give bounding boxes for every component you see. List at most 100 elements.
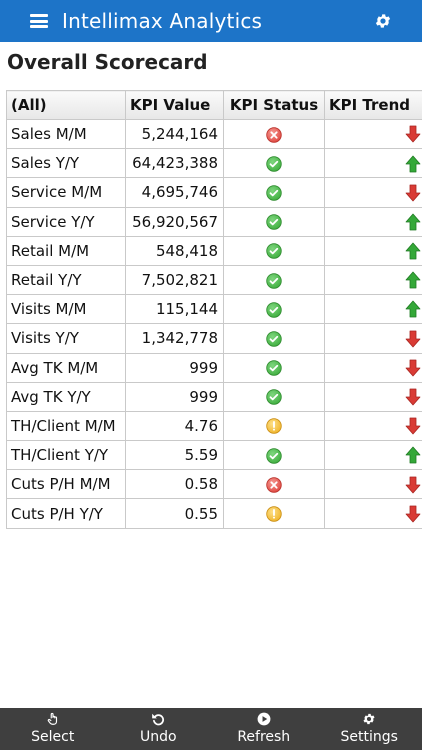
kpi-value[interactable]: 999 xyxy=(125,381,224,412)
kpi-status[interactable] xyxy=(223,148,325,179)
column-header-kpi-trend[interactable]: KPI Trend xyxy=(324,90,422,120)
kpi-trend[interactable] xyxy=(324,381,422,412)
table-row[interactable]: Visits Y/Y 1,342,778 xyxy=(6,323,422,354)
kpi-name[interactable]: Avg TK Y/Y xyxy=(6,381,126,412)
kpi-status[interactable] xyxy=(223,118,325,150)
kpi-value[interactable]: 1,342,778 xyxy=(125,323,224,354)
undo-label: Undo xyxy=(139,729,177,745)
kpi-value[interactable]: 115,144 xyxy=(125,294,224,325)
table-header-row: (All) KPI Value KPI Status KPI Trend xyxy=(6,90,422,120)
kpi-trend[interactable] xyxy=(324,235,422,266)
kpi-status[interactable] xyxy=(223,235,325,266)
kpi-status[interactable] xyxy=(223,177,325,208)
kpi-trend[interactable] xyxy=(324,206,422,237)
kpi-trend[interactable] xyxy=(324,118,422,150)
check-circle-icon xyxy=(266,359,282,377)
table-row[interactable]: Retail Y/Y 7,502,821 xyxy=(6,264,422,296)
table-row[interactable]: Cuts P/H M/M 0.58 xyxy=(6,469,422,500)
table-row[interactable]: Service M/M 4,695,746 xyxy=(6,177,422,208)
settings-button[interactable]: Settings xyxy=(317,708,422,750)
kpi-value[interactable]: 999 xyxy=(125,352,224,383)
kpi-status[interactable] xyxy=(223,206,325,237)
kpi-name[interactable]: Visits M/M xyxy=(6,294,126,325)
kpi-name[interactable]: Cuts P/H Y/Y xyxy=(6,498,126,529)
column-header-kpi-value[interactable]: KPI Value xyxy=(125,90,224,120)
kpi-name[interactable]: TH/Client Y/Y xyxy=(6,440,126,471)
kpi-status[interactable] xyxy=(223,381,325,412)
table-row[interactable]: Avg TK Y/Y 999 xyxy=(6,381,422,412)
kpi-value[interactable]: 548,418 xyxy=(125,235,224,266)
arrow-up-icon xyxy=(405,242,421,260)
kpi-value[interactable]: 0.58 xyxy=(125,469,224,500)
table-row[interactable]: Cuts P/H Y/Y 0.55 xyxy=(6,498,422,529)
arrow-down-icon xyxy=(405,329,421,348)
kpi-trend[interactable] xyxy=(324,352,422,383)
kpi-name[interactable]: Sales Y/Y xyxy=(6,148,126,179)
page-title: Overall Scorecard xyxy=(7,50,208,74)
select-button[interactable]: Select xyxy=(0,708,106,750)
kpi-status[interactable] xyxy=(223,323,325,354)
kpi-name[interactable]: Retail M/M xyxy=(6,235,126,266)
kpi-status[interactable] xyxy=(223,440,325,471)
play-circle-icon xyxy=(257,712,271,726)
check-circle-icon xyxy=(266,154,282,172)
undo-icon xyxy=(152,713,165,726)
kpi-status[interactable] xyxy=(223,410,325,442)
kpi-name[interactable]: Service Y/Y xyxy=(6,206,126,237)
kpi-trend[interactable] xyxy=(324,498,422,529)
kpi-trend[interactable] xyxy=(324,469,422,500)
kpi-value[interactable]: 64,423,388 xyxy=(125,148,224,179)
kpi-value[interactable]: 7,502,821 xyxy=(125,264,224,296)
kpi-status[interactable] xyxy=(223,294,325,325)
refresh-button[interactable]: Refresh xyxy=(211,708,317,750)
kpi-name[interactable]: TH/Client M/M xyxy=(6,410,126,442)
kpi-status[interactable] xyxy=(223,264,325,296)
menu-icon[interactable] xyxy=(30,14,48,28)
table-row[interactable]: Service Y/Y 56,920,567 xyxy=(6,206,422,237)
check-circle-icon xyxy=(266,329,282,347)
kpi-name[interactable]: Retail Y/Y xyxy=(6,264,126,296)
column-header-all[interactable]: (All) xyxy=(6,90,126,120)
kpi-trend[interactable] xyxy=(324,410,422,442)
kpi-status[interactable] xyxy=(223,352,325,383)
kpi-trend[interactable] xyxy=(324,264,422,296)
kpi-status[interactable] xyxy=(223,469,325,500)
kpi-value[interactable]: 5,244,164 xyxy=(125,118,224,150)
kpi-trend[interactable] xyxy=(324,323,422,354)
kpi-name[interactable]: Service M/M xyxy=(6,177,126,208)
table-row[interactable]: TH/Client Y/Y 5.59 xyxy=(6,440,422,471)
table-row[interactable]: Sales Y/Y 64,423,388 xyxy=(6,148,422,179)
arrow-up-icon xyxy=(405,300,421,318)
kpi-value[interactable]: 5.59 xyxy=(125,440,224,471)
table-row[interactable]: Visits M/M 115,144 xyxy=(6,294,422,325)
table-row[interactable]: Sales M/M 5,244,164 xyxy=(6,118,422,150)
table-row[interactable]: Avg TK M/M 999 xyxy=(6,352,422,383)
arrow-down-icon xyxy=(405,475,421,493)
column-header-kpi-status[interactable]: KPI Status xyxy=(223,90,325,120)
bottom-toolbar: Select Undo Refresh Settings xyxy=(0,708,422,750)
kpi-name[interactable]: Avg TK M/M xyxy=(6,352,126,383)
kpi-trend[interactable] xyxy=(324,148,422,179)
hand-pointer-icon xyxy=(47,712,57,725)
table-row[interactable]: TH/Client M/M 4.76 xyxy=(6,410,422,442)
kpi-trend[interactable] xyxy=(324,294,422,325)
check-circle-icon xyxy=(266,242,282,260)
kpi-value[interactable]: 4,695,746 xyxy=(125,177,224,208)
kpi-value[interactable]: 0.55 xyxy=(125,498,224,529)
table-row[interactable]: Retail M/M 548,418 xyxy=(6,235,422,266)
kpi-name[interactable]: Sales M/M xyxy=(6,118,126,150)
check-circle-icon xyxy=(266,446,282,464)
undo-button[interactable]: Undo xyxy=(106,708,212,750)
kpi-trend[interactable] xyxy=(324,440,422,471)
kpi-status[interactable] xyxy=(223,498,325,529)
select-label: Select xyxy=(31,729,75,745)
kpi-value[interactable]: 4.76 xyxy=(125,410,224,442)
arrow-down-icon xyxy=(405,183,421,202)
kpi-trend[interactable] xyxy=(324,177,422,208)
kpi-value[interactable]: 56,920,567 xyxy=(125,206,224,237)
arrow-up-icon xyxy=(405,154,421,172)
kpi-name[interactable]: Visits Y/Y xyxy=(6,323,126,354)
gear-icon[interactable] xyxy=(374,12,392,30)
kpi-name[interactable]: Cuts P/H M/M xyxy=(6,469,126,500)
x-circle-icon xyxy=(266,125,282,143)
